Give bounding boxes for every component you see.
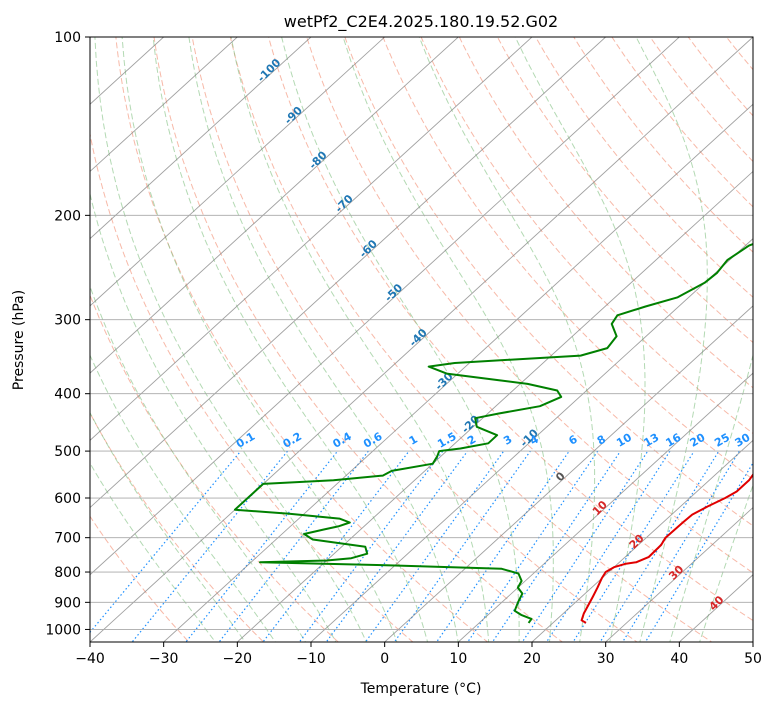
mixing-ratio-line bbox=[435, 450, 570, 642]
y-tick-label: 400 bbox=[54, 387, 81, 403]
isotherm-line bbox=[90, 37, 460, 374]
dewpoint-profile-line bbox=[233, 243, 753, 624]
x-tick-label: 0 bbox=[380, 651, 389, 667]
dry-adiabats bbox=[90, 37, 753, 642]
x-tick-label: 50 bbox=[744, 651, 762, 667]
dry-adiabat-line bbox=[306, 37, 753, 574]
x-axis-title: Temperature (°C) bbox=[360, 681, 482, 697]
moist-adiabat-line bbox=[90, 191, 337, 642]
moist-adiabat-line bbox=[635, 37, 708, 642]
dry-adiabat-line bbox=[268, 37, 753, 622]
dry-adiabat-line bbox=[191, 37, 638, 642]
y-axis-title: Pressure (hPa) bbox=[11, 290, 27, 390]
isotherm-line bbox=[90, 37, 607, 509]
isotherm-line bbox=[90, 37, 681, 576]
dry-adiabat-line bbox=[90, 515, 190, 642]
chart-title: wetPf2_C2E4.2025.180.19.52.G02 bbox=[284, 12, 558, 32]
mixing-ratio-line bbox=[644, 461, 753, 642]
y-tick-label: 600 bbox=[54, 491, 81, 507]
temperature-profile-line bbox=[580, 473, 753, 624]
y-tick-label: 100 bbox=[54, 30, 81, 46]
x-tick-label: −30 bbox=[149, 651, 179, 667]
plot-frame bbox=[89, 36, 754, 643]
dry-adiabat-line bbox=[90, 293, 339, 642]
x-tick-label: −20 bbox=[223, 651, 253, 667]
pressure-gridlines bbox=[90, 37, 753, 630]
isotherm-line bbox=[90, 37, 386, 307]
isotherm-line bbox=[383, 305, 753, 642]
isotherm-line bbox=[90, 37, 753, 642]
isotherm-line bbox=[457, 372, 753, 642]
y-tick-label: 900 bbox=[54, 595, 81, 611]
mixing-ratio-line bbox=[521, 450, 649, 642]
mixing-ratio-line bbox=[491, 450, 621, 642]
mixing-ratio-line bbox=[262, 450, 410, 642]
y-tick-label: 700 bbox=[54, 531, 81, 547]
x-axis: −40 −30 −20 −10 0 10 20 30 40 50 bbox=[75, 642, 762, 667]
x-tick-label: 40 bbox=[670, 651, 688, 667]
y-tick-label: 800 bbox=[54, 565, 81, 581]
x-tick-label: 30 bbox=[597, 651, 615, 667]
isotherm-line bbox=[90, 37, 312, 240]
isotherm-line bbox=[90, 37, 239, 173]
isotherm-line bbox=[90, 37, 533, 441]
y-tick-label: 1000 bbox=[45, 622, 81, 638]
x-tick-label: −40 bbox=[75, 651, 105, 667]
dry-adiabat-line bbox=[90, 131, 414, 642]
y-tick-label: 200 bbox=[54, 208, 81, 224]
isotherm-line bbox=[162, 103, 753, 642]
isotherm-line bbox=[531, 439, 753, 642]
mixing-ratio-line bbox=[218, 450, 369, 642]
moist-adiabat-line bbox=[90, 284, 307, 642]
x-tick-label: 10 bbox=[449, 651, 467, 667]
mixing-ratio-line bbox=[545, 450, 671, 642]
dry-adiabat-line bbox=[420, 37, 753, 435]
isotherm-line bbox=[236, 170, 753, 642]
moist-adiabat-line bbox=[90, 354, 276, 642]
mixing-ratio-line bbox=[364, 450, 505, 642]
moist-adiabat-line bbox=[90, 411, 246, 642]
x-tick-label: −10 bbox=[296, 651, 326, 667]
moist-adiabat-line bbox=[121, 37, 398, 642]
plot-area: -100-90-80-70-60-50-40-30-20-10010203040… bbox=[90, 37, 753, 642]
x-tick-label: 20 bbox=[523, 651, 541, 667]
y-axis: 100 200 300 400 500 600 700 800 900 1000 bbox=[45, 30, 90, 638]
y-tick-label: 500 bbox=[54, 444, 81, 460]
mixing-ratio-line bbox=[393, 450, 531, 642]
dry-adiabat-line bbox=[382, 37, 753, 481]
y-tick-label: 300 bbox=[54, 313, 81, 329]
sounding-series bbox=[233, 243, 753, 624]
isotherm-line bbox=[604, 506, 753, 642]
dry-adiabat-line bbox=[153, 37, 564, 642]
dry-adiabat-line bbox=[344, 37, 753, 527]
